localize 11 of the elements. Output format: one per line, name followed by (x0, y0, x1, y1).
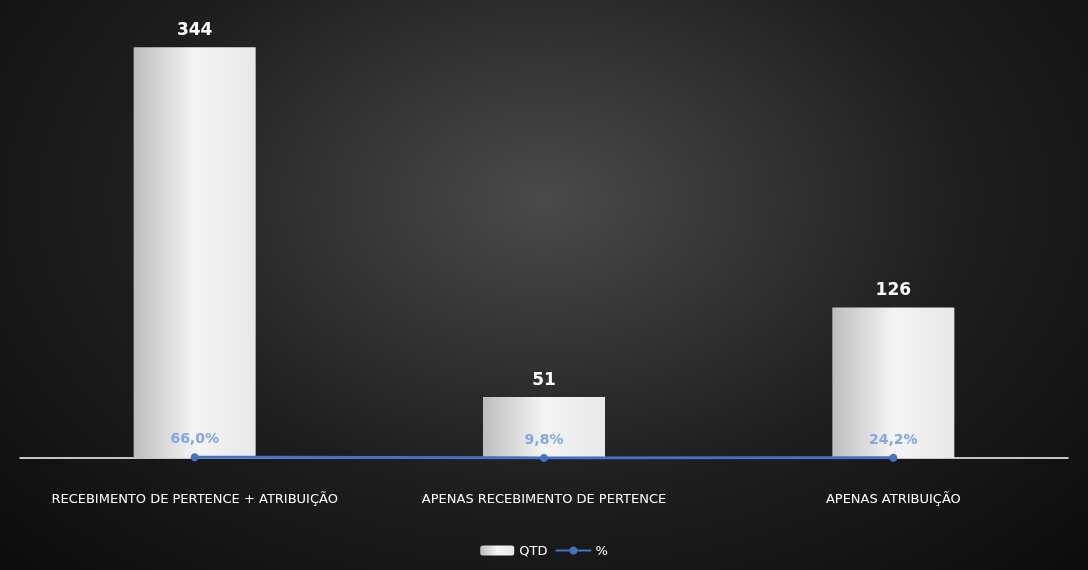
data-label: 66,0% (170, 430, 219, 447)
x-tick-label: RECEBIMENTO DE PERTENCE + ATRIBUIÇÃO (51, 491, 338, 506)
data-label: 24,2% (869, 430, 918, 447)
data-label: 344 (176, 18, 213, 39)
x-tick-label: APENAS ATRIBUIÇÃO (825, 491, 961, 506)
x-tick-label: APENAS RECEBIMENTO DE PERTENCE (421, 491, 667, 506)
legend-label: QTD (519, 543, 548, 558)
data-label: 51 (532, 368, 556, 389)
data-label: 9,8% (524, 430, 564, 447)
data-label: 126 (875, 279, 912, 300)
legend-label: % (595, 543, 608, 558)
